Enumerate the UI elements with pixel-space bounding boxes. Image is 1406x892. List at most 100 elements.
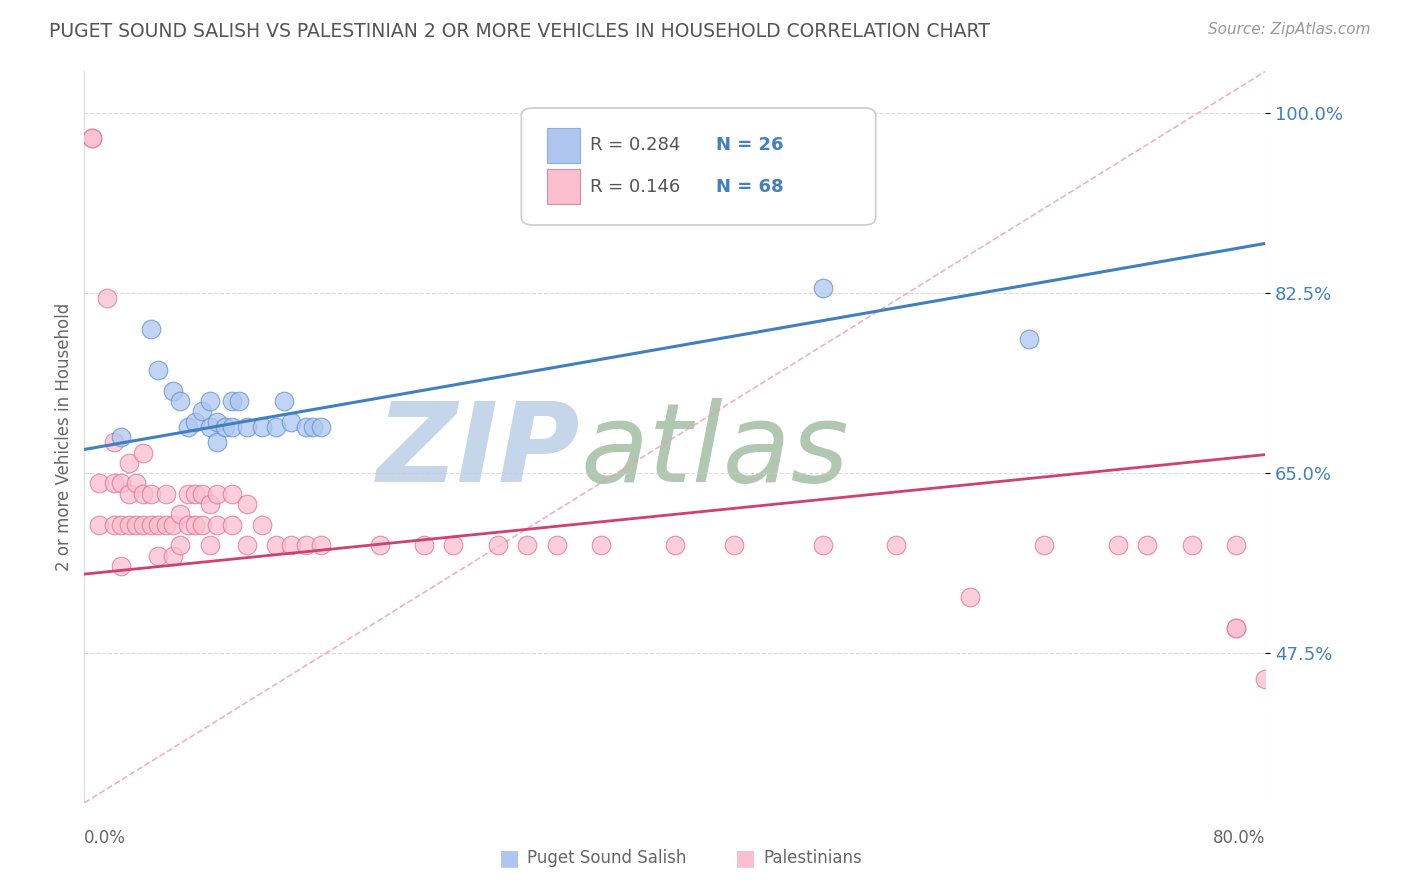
Text: ■: ■: [499, 847, 520, 868]
Point: [155, 517, 177, 532]
Point: [207, 415, 229, 429]
Point: [443, 538, 465, 552]
Text: N = 26: N = 26: [716, 136, 783, 154]
Point: [184, 517, 207, 532]
Point: [110, 476, 132, 491]
Point: [723, 538, 745, 552]
Point: [221, 419, 243, 434]
Point: [811, 538, 834, 552]
Point: [148, 517, 170, 532]
Point: [169, 508, 191, 522]
Point: [177, 419, 200, 434]
Point: [125, 476, 148, 491]
Point: [132, 487, 155, 501]
Point: [591, 538, 613, 552]
Point: [1225, 538, 1247, 552]
Text: PUGET SOUND SALISH VS PALESTINIAN 2 OR MORE VEHICLES IN HOUSEHOLD CORRELATION CH: PUGET SOUND SALISH VS PALESTINIAN 2 OR M…: [49, 22, 990, 41]
Text: 0.0%: 0.0%: [84, 829, 127, 847]
Point: [169, 538, 191, 552]
Point: [132, 517, 155, 532]
Point: [184, 487, 207, 501]
Point: [280, 415, 302, 429]
Point: [198, 394, 221, 409]
Point: [162, 549, 184, 563]
Point: [148, 363, 170, 377]
Point: [1254, 672, 1277, 686]
Point: [250, 517, 273, 532]
Point: [228, 394, 250, 409]
Point: [959, 590, 981, 604]
Point: [198, 497, 221, 511]
Point: [236, 538, 259, 552]
Point: [162, 517, 184, 532]
Point: [169, 394, 191, 409]
Point: [110, 517, 132, 532]
Point: [207, 435, 229, 450]
Point: [1136, 538, 1159, 552]
Point: [103, 476, 125, 491]
Point: [118, 456, 141, 470]
Point: [886, 538, 908, 552]
Point: [191, 487, 214, 501]
Point: [87, 476, 111, 491]
Point: [1018, 332, 1040, 346]
Point: [191, 404, 214, 418]
Point: [221, 487, 243, 501]
Point: [1033, 538, 1056, 552]
Point: [80, 131, 103, 145]
Point: [198, 538, 221, 552]
Point: [413, 538, 436, 552]
Point: [266, 419, 288, 434]
Point: [184, 415, 207, 429]
Point: [309, 538, 332, 552]
Point: [132, 445, 155, 459]
Point: [139, 322, 162, 336]
Point: [177, 487, 200, 501]
Point: [118, 487, 141, 501]
Point: [103, 435, 125, 450]
FancyBboxPatch shape: [522, 108, 876, 225]
Text: 80.0%: 80.0%: [1213, 829, 1265, 847]
Point: [273, 394, 295, 409]
Point: [103, 517, 125, 532]
Point: [266, 538, 288, 552]
Point: [155, 487, 177, 501]
Point: [516, 538, 538, 552]
Point: [295, 419, 318, 434]
Point: [302, 419, 325, 434]
FancyBboxPatch shape: [547, 128, 581, 163]
Point: [295, 538, 318, 552]
Point: [198, 419, 221, 434]
Point: [80, 131, 103, 145]
Point: [177, 517, 200, 532]
Point: [368, 538, 391, 552]
Point: [221, 517, 243, 532]
Point: [1225, 621, 1247, 635]
Point: [309, 419, 332, 434]
Point: [280, 538, 302, 552]
Point: [546, 538, 568, 552]
Text: R = 0.284: R = 0.284: [591, 136, 681, 154]
Point: [110, 430, 132, 444]
Point: [139, 517, 162, 532]
Point: [236, 497, 259, 511]
Y-axis label: 2 or more Vehicles in Household: 2 or more Vehicles in Household: [55, 303, 73, 571]
Point: [110, 558, 132, 573]
FancyBboxPatch shape: [547, 169, 581, 204]
Point: [664, 538, 686, 552]
Point: [1181, 538, 1204, 552]
Text: ZIP: ZIP: [377, 398, 581, 505]
Text: N = 68: N = 68: [716, 178, 783, 196]
Text: R = 0.146: R = 0.146: [591, 178, 681, 196]
Text: Source: ZipAtlas.com: Source: ZipAtlas.com: [1208, 22, 1371, 37]
Point: [811, 281, 834, 295]
Text: Palestinians: Palestinians: [763, 848, 862, 867]
Point: [250, 419, 273, 434]
Text: Puget Sound Salish: Puget Sound Salish: [527, 848, 686, 867]
Point: [221, 394, 243, 409]
Point: [96, 291, 118, 305]
Point: [191, 517, 214, 532]
Point: [148, 549, 170, 563]
Point: [118, 517, 141, 532]
Point: [207, 487, 229, 501]
